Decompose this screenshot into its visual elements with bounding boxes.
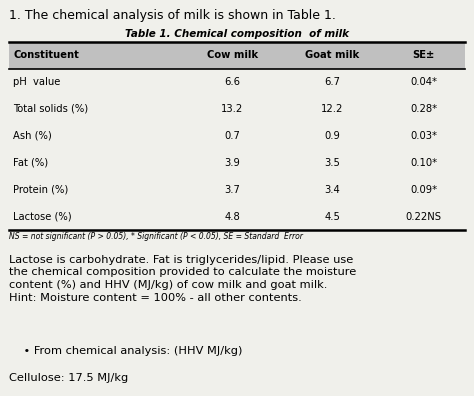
Text: Cow milk: Cow milk	[207, 50, 258, 60]
Text: 6.6: 6.6	[225, 77, 240, 87]
Text: 1. The chemical analysis of milk is shown in Table 1.: 1. The chemical analysis of milk is show…	[9, 9, 337, 22]
Text: 13.2: 13.2	[221, 104, 244, 114]
Text: Constituent: Constituent	[13, 50, 79, 60]
Text: 0.9: 0.9	[325, 131, 340, 141]
Text: 0.09*: 0.09*	[410, 185, 437, 195]
Text: Total solids (%): Total solids (%)	[13, 104, 88, 114]
Text: Lactose (%): Lactose (%)	[13, 211, 72, 222]
Text: Ash (%): Ash (%)	[13, 131, 52, 141]
Bar	[9, 42, 465, 69]
Text: NS = not significant (P > 0.05), * Significant (P < 0.05), SE = Standard  Error: NS = not significant (P > 0.05), * Signi…	[9, 232, 303, 241]
Text: 6.7: 6.7	[325, 77, 340, 87]
Text: Cellulose: 17.5 MJ/kg: Cellulose: 17.5 MJ/kg	[9, 373, 129, 383]
Text: 0.03*: 0.03*	[410, 131, 437, 141]
Text: 0.22NS: 0.22NS	[406, 211, 442, 222]
Text: Protein (%): Protein (%)	[13, 185, 69, 195]
Text: 3.9: 3.9	[225, 158, 240, 168]
Text: • From chemical analysis: (HHV MJ/kg): • From chemical analysis: (HHV MJ/kg)	[9, 346, 243, 356]
Text: 0.04*: 0.04*	[410, 77, 437, 87]
Text: 12.2: 12.2	[321, 104, 344, 114]
Text: 3.4: 3.4	[325, 185, 340, 195]
Text: Table 1. Chemical composition  of milk: Table 1. Chemical composition of milk	[125, 29, 349, 39]
Text: 4.8: 4.8	[225, 211, 240, 222]
Text: 0.28*: 0.28*	[410, 104, 437, 114]
Text: Fat (%): Fat (%)	[13, 158, 48, 168]
Text: 3.5: 3.5	[325, 158, 340, 168]
Text: Goat milk: Goat milk	[305, 50, 360, 60]
Text: SE±: SE±	[412, 50, 435, 60]
Text: Lactose is carbohydrate. Fat is triglycerides/lipid. Please use
the chemical com: Lactose is carbohydrate. Fat is triglyce…	[9, 255, 357, 303]
Text: pH  value: pH value	[13, 77, 61, 87]
Text: 3.7: 3.7	[225, 185, 240, 195]
Text: 4.5: 4.5	[325, 211, 340, 222]
Text: 0.7: 0.7	[225, 131, 240, 141]
Text: 0.10*: 0.10*	[410, 158, 437, 168]
